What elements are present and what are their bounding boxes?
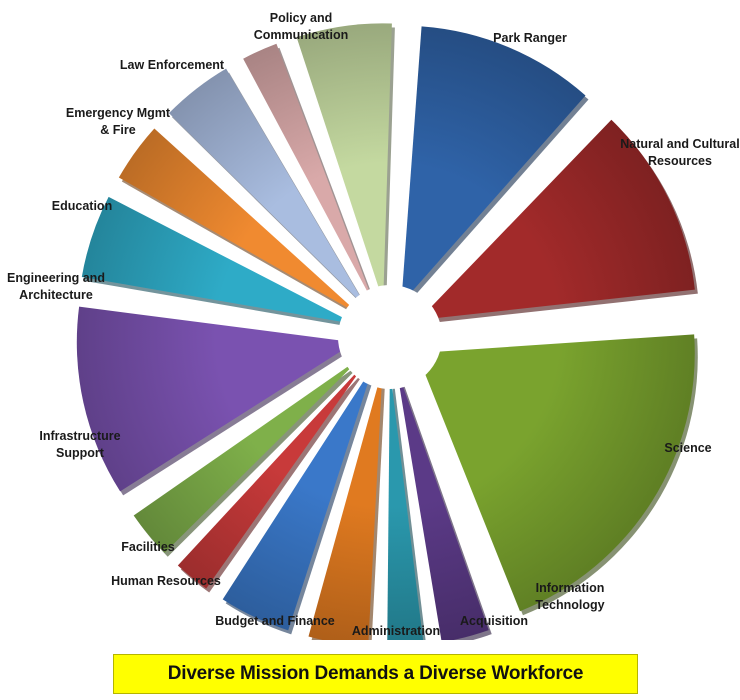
slice-label: Engineering and Architecture — [7, 271, 105, 302]
workforce-pie-chart: Park Ranger Natural and Cultural Resources… — [7, 11, 740, 640]
slice-label: Infrastructure Support — [39, 429, 120, 460]
pie-slice-budget-and-finance — [222, 365, 374, 631]
pie-slice-acquisition — [387, 368, 424, 640]
slice-label: Human Resources — [111, 574, 221, 588]
slice-label: Administration — [352, 624, 440, 638]
pie-center-hub — [338, 285, 442, 389]
slice-label: Policy and Communication — [254, 11, 348, 42]
slice-label: Budget and Finance — [215, 614, 335, 628]
pie-slice-emergency-mgmt-fire — [168, 68, 368, 309]
slice-label: Natural and Cultural Resources — [620, 137, 739, 168]
slice-label: Law Enforcement — [120, 58, 225, 72]
pie-slice-infrastructure-support — [76, 306, 355, 492]
pie-slice-science — [416, 334, 695, 612]
pie-slice-law-enforcement — [243, 43, 375, 305]
slice-label: Education — [52, 199, 112, 213]
slice-label: Facilities — [121, 540, 175, 554]
pie-slice-engineering-and-architecture — [81, 196, 356, 325]
slice-label: Park Ranger — [493, 31, 567, 45]
pie-slice-natural-and-cultural-resources — [418, 119, 695, 321]
banner-text: Diverse Mission Demands a Diverse Workfo… — [167, 663, 584, 684]
pie-slice-park-ranger — [401, 26, 586, 304]
slice-label: Emergency Mgmt & Fire — [66, 106, 171, 137]
pie-slice-human-resources — [177, 361, 367, 589]
pie-slice-policy-and-communication — [296, 23, 392, 302]
pie-slice-facilities — [133, 356, 362, 553]
pie-slice-administration — [308, 368, 383, 640]
pie-slice-education — [118, 128, 361, 316]
pie-slice-information-technology — [396, 367, 489, 640]
workforce-banner: Diverse Mission Demands a Diverse Workfo… — [113, 654, 638, 694]
slice-label: Information Technology — [535, 581, 604, 612]
slice-shadow — [399, 371, 492, 640]
slice-label: Acquisition — [460, 614, 528, 628]
slice-label: Science — [664, 441, 711, 455]
